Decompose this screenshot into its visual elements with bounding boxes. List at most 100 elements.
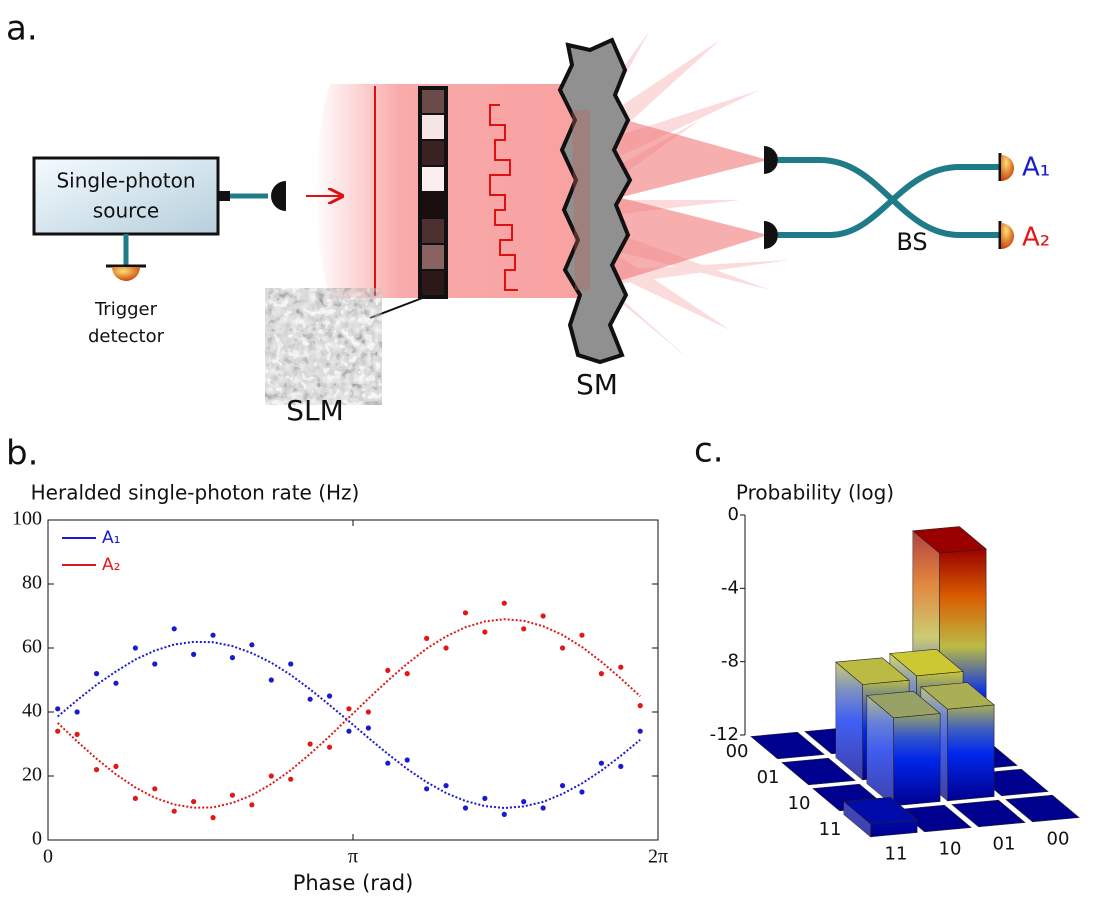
data-point — [210, 632, 216, 638]
data-point — [55, 706, 61, 712]
data-point — [191, 651, 197, 658]
col-label: 11 — [885, 844, 908, 865]
bs-label: BS — [896, 228, 927, 256]
legend-label: A₁ — [102, 528, 120, 548]
y-tick-label: 0 — [32, 828, 42, 850]
y-tick-label: 100 — [12, 508, 42, 530]
slm-pattern — [275, 298, 372, 395]
y-tick-label: 80 — [22, 572, 42, 594]
output-label: A₁ — [1022, 153, 1050, 183]
data-point — [443, 645, 449, 651]
fiber — [778, 164, 1000, 238]
data-point — [482, 795, 488, 802]
data-point — [637, 703, 643, 709]
data-point — [365, 725, 371, 731]
panel-label: a. — [6, 9, 38, 49]
z-tick-label: -8 — [721, 651, 739, 672]
bar-top — [835, 657, 910, 685]
bar-top — [912, 526, 987, 554]
data-point — [191, 799, 197, 805]
legend-label: A₂ — [102, 555, 120, 575]
fit-line — [57, 618, 641, 809]
col-label: 01 — [993, 834, 1016, 855]
row-label: 01 — [757, 767, 780, 788]
x-tick-label: 2π — [648, 846, 668, 868]
trigger-detector — [112, 267, 140, 281]
slm-label: SLM — [286, 394, 344, 427]
data-point — [598, 760, 604, 766]
bar-shade — [866, 695, 894, 806]
slm-pixels — [418, 86, 448, 299]
scattering-medium — [557, 37, 633, 365]
col-label: 10 — [939, 839, 962, 860]
bar-shade — [835, 662, 863, 780]
focus-cone — [590, 190, 768, 290]
data-point — [559, 645, 566, 651]
data-point — [404, 671, 410, 677]
data-point — [579, 789, 585, 795]
data-point — [424, 635, 430, 642]
trigger-label: detector — [88, 326, 165, 347]
bar — [750, 731, 825, 760]
y-tick-label: 40 — [22, 700, 42, 722]
data-point — [55, 728, 61, 734]
data-point — [346, 706, 352, 712]
data-point — [113, 763, 119, 770]
output-detector — [1001, 223, 1014, 249]
bar-top — [866, 690, 941, 719]
focus-cone — [590, 110, 768, 205]
row-label: 00 — [726, 741, 749, 762]
data-point — [501, 811, 507, 818]
bar-front-face — [893, 713, 941, 807]
data-point — [171, 626, 177, 632]
data-point — [113, 680, 119, 686]
bar-top — [843, 796, 918, 825]
panel-label: c. — [694, 431, 724, 471]
data-point — [482, 629, 488, 635]
data-point — [288, 776, 294, 782]
data-point — [93, 671, 100, 677]
data-point — [249, 802, 255, 808]
panel-label: b. — [6, 434, 38, 474]
data-point — [385, 760, 391, 766]
z-tick-label: 0 — [728, 504, 739, 525]
data-point — [579, 632, 585, 638]
y-tick-label: 20 — [22, 764, 42, 786]
data-point — [326, 744, 333, 750]
data-point — [559, 783, 566, 789]
data-point — [501, 600, 507, 606]
x-axis-label: Phase (rad) — [293, 871, 414, 895]
output-label: A₂ — [1022, 223, 1050, 253]
data-point — [152, 786, 158, 792]
data-point — [404, 757, 410, 763]
data-point — [74, 709, 80, 715]
connector — [218, 191, 230, 201]
data-point — [171, 808, 177, 814]
coupler — [271, 181, 286, 211]
fiber — [778, 157, 1000, 238]
rate-chart: b. Heralded single-photon rate (Hz) Phas… — [6, 434, 668, 896]
z-tick-label: -4 — [721, 577, 739, 598]
bar — [866, 690, 941, 807]
col-label: 00 — [1047, 829, 1070, 850]
beam — [315, 84, 600, 298]
data-point — [598, 671, 604, 677]
data-point — [365, 709, 371, 715]
bar — [951, 799, 1026, 828]
bar — [781, 757, 856, 786]
data-point — [74, 731, 80, 738]
data-point — [93, 767, 100, 773]
data-point — [424, 786, 430, 792]
sm-label: SM — [576, 368, 618, 401]
data-point — [268, 677, 274, 683]
row-label: 10 — [788, 793, 811, 814]
data-point — [307, 741, 313, 747]
data-point — [346, 728, 352, 734]
data-point — [618, 763, 624, 770]
data-point — [521, 626, 527, 632]
bar-top — [781, 757, 856, 786]
data-point — [229, 655, 236, 661]
data-point — [268, 773, 274, 779]
